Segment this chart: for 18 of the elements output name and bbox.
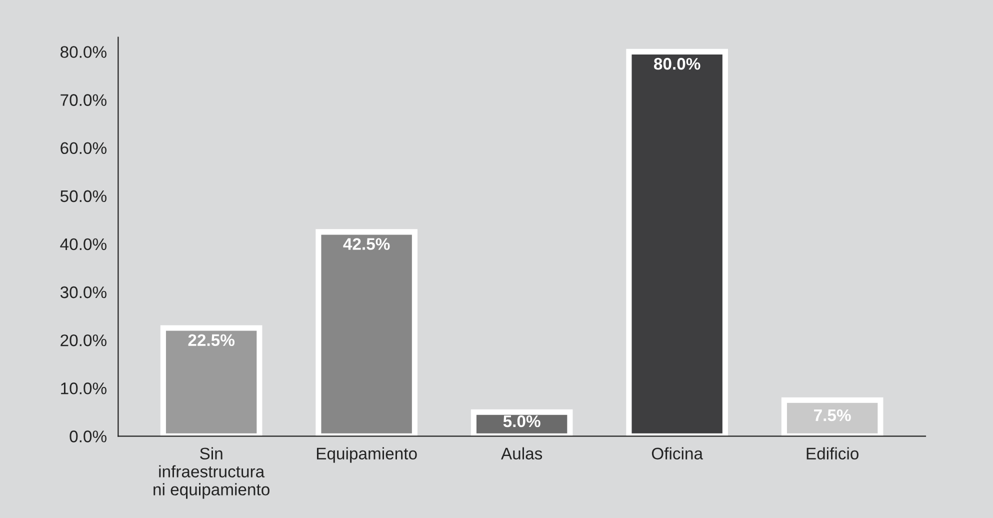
x-tick-label: Aulas (501, 447, 542, 460)
y-tick-label: 0.0% (70, 430, 106, 442)
y-tick-label: 70.0% (60, 94, 106, 106)
y-tick-label: 30.0% (60, 286, 106, 298)
y-tick-label: 80.0% (60, 46, 106, 58)
x-tick-label: Edificio (806, 447, 858, 460)
y-tick-label: 60.0% (60, 142, 106, 154)
data-label: 5.0% (503, 415, 540, 428)
x-tick-label: Equipamiento (316, 447, 417, 463)
x-tick-label: Oficina (652, 447, 704, 460)
data-label: 42.5% (343, 238, 390, 250)
data-label: 22.5% (188, 334, 235, 346)
data-label: 80.0% (654, 58, 700, 70)
y-tick-label: 10.0% (61, 382, 106, 394)
x-tick-label: Sin infraestructura ni equipamiento (154, 447, 270, 499)
y-tick-label: 40.0% (60, 238, 106, 250)
y-tick-label: 50.0% (60, 190, 106, 202)
y-tick-label: 20.0% (60, 334, 106, 346)
